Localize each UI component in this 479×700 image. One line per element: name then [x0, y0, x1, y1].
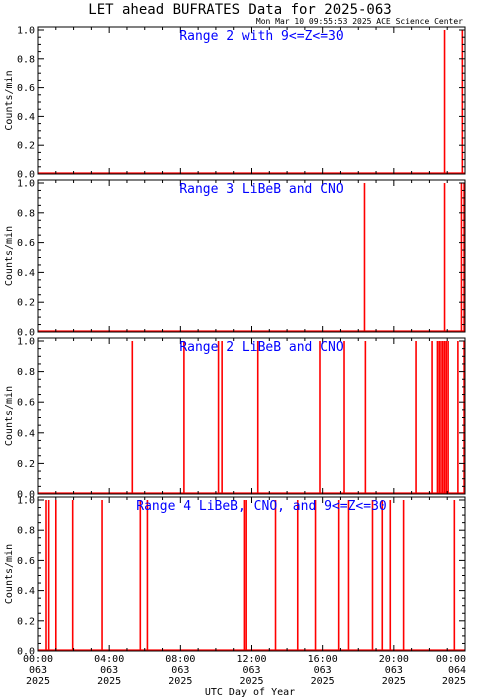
x-tick-time: 12:00 [236, 654, 266, 665]
y-axis-label: Counts/min [4, 386, 15, 446]
y-axis-label: Counts/min [4, 70, 15, 130]
y-tick-label: 0.4 [17, 112, 35, 123]
x-tick-year: 2025 [382, 676, 406, 687]
x-tick-year: 2025 [26, 676, 50, 687]
x-axis: 00:00063202504:00063202508:00063202512:0… [23, 654, 466, 687]
x-tick-time: 00:00 [436, 654, 466, 665]
panel-2: 0.0 0.2 0.4 0.6 0.8 1.0 Counts/min Range 3 LiBe… [4, 179, 466, 339]
x-tick-year: 2025 [168, 676, 192, 687]
y-tick-label: 0.0 [17, 490, 35, 501]
x-tick-year: 2025 [239, 676, 263, 687]
y-axis-label: Counts/min [4, 544, 15, 604]
y-tick-label: 0.0 [17, 170, 35, 181]
y-tick-label: 0.4 [17, 268, 35, 279]
y-tick-label: 1.0 [17, 179, 35, 190]
y-tick-label: 0.8 [17, 526, 35, 537]
y-tick-label: 0.2 [17, 298, 35, 309]
panel-frame [37, 179, 466, 333]
panel-frame [37, 26, 466, 175]
y-tick-label: 0.0 [17, 328, 35, 339]
y-tick-label: 0.2 [17, 616, 35, 627]
y-tick-label: 0.6 [17, 556, 35, 567]
panel-title: Range 4 LiBeB, CNO, and 9<=Z<=30 [136, 499, 386, 514]
x-tick-doy: 063 [242, 665, 260, 676]
panel-1: 0.0 0.2 0.4 0.6 0.8 1.0 Counts/min Range 2 with… [4, 26, 466, 181]
y-tick-label: 0.8 [17, 367, 35, 378]
x-tick-doy: 063 [314, 665, 332, 676]
y-tick-label: 0.6 [17, 238, 35, 249]
y-tick-label: 1.0 [17, 26, 35, 37]
y-tick-label: 0.6 [17, 83, 35, 94]
panel-frame [37, 337, 466, 495]
x-tick-doy: 063 [171, 665, 189, 676]
panel-title: Range 3 LiBeB and CNO [179, 182, 344, 197]
panel-4: 0.0 0.2 0.4 0.6 0.8 1.0 Counts/min Range 4 LiBe… [4, 496, 466, 658]
figure-title: LET ahead BUFRATES Data for 2025-063 [88, 2, 391, 18]
y-tick-label: 0.4 [17, 586, 35, 597]
panel-3: 0.0 0.2 0.4 0.6 0.8 1.0 Counts/min Range 2 LiBe… [4, 337, 466, 501]
y-tick-label: 0.2 [17, 459, 35, 470]
y-tick-label: 1.0 [17, 496, 35, 507]
panels: 0.0 0.2 0.4 0.6 0.8 1.0 Counts/min Range 2 with… [4, 26, 466, 658]
x-tick-doy: 063 [29, 665, 47, 676]
y-tick-label: 0.0 [17, 647, 35, 658]
generation-timestamp: Mon Mar 10 09:55:53 2025 ACE Science Cen… [256, 17, 463, 26]
y-tick-label: 0.8 [17, 54, 35, 65]
y-tick-label: 0.6 [17, 398, 35, 409]
y-tick-label: 0.4 [17, 428, 35, 439]
x-tick-doy: 063 [100, 665, 118, 676]
x-tick-doy: 064 [448, 665, 466, 676]
x-tick-time: 04:00 [94, 654, 124, 665]
x-tick-time: 08:00 [165, 654, 195, 665]
y-tick-label: 0.2 [17, 141, 35, 152]
panel-title: Range 2 with 9<=Z<=30 [179, 29, 343, 44]
y-axis-label: Counts/min [4, 226, 15, 286]
x-axis-label: UTC Day of Year [205, 687, 295, 698]
x-tick-time: 20:00 [379, 654, 409, 665]
x-tick-time: 00:00 [23, 654, 53, 665]
x-tick-time: 16:00 [308, 654, 338, 665]
x-tick-year: 2025 [97, 676, 121, 687]
x-tick-year: 2025 [442, 676, 466, 687]
x-tick-doy: 063 [385, 665, 403, 676]
x-tick-year: 2025 [311, 676, 335, 687]
y-tick-label: 1.0 [17, 337, 35, 348]
panel-title: Range 2 LiBeB and CNO [179, 340, 344, 355]
y-tick-label: 0.8 [17, 208, 35, 219]
